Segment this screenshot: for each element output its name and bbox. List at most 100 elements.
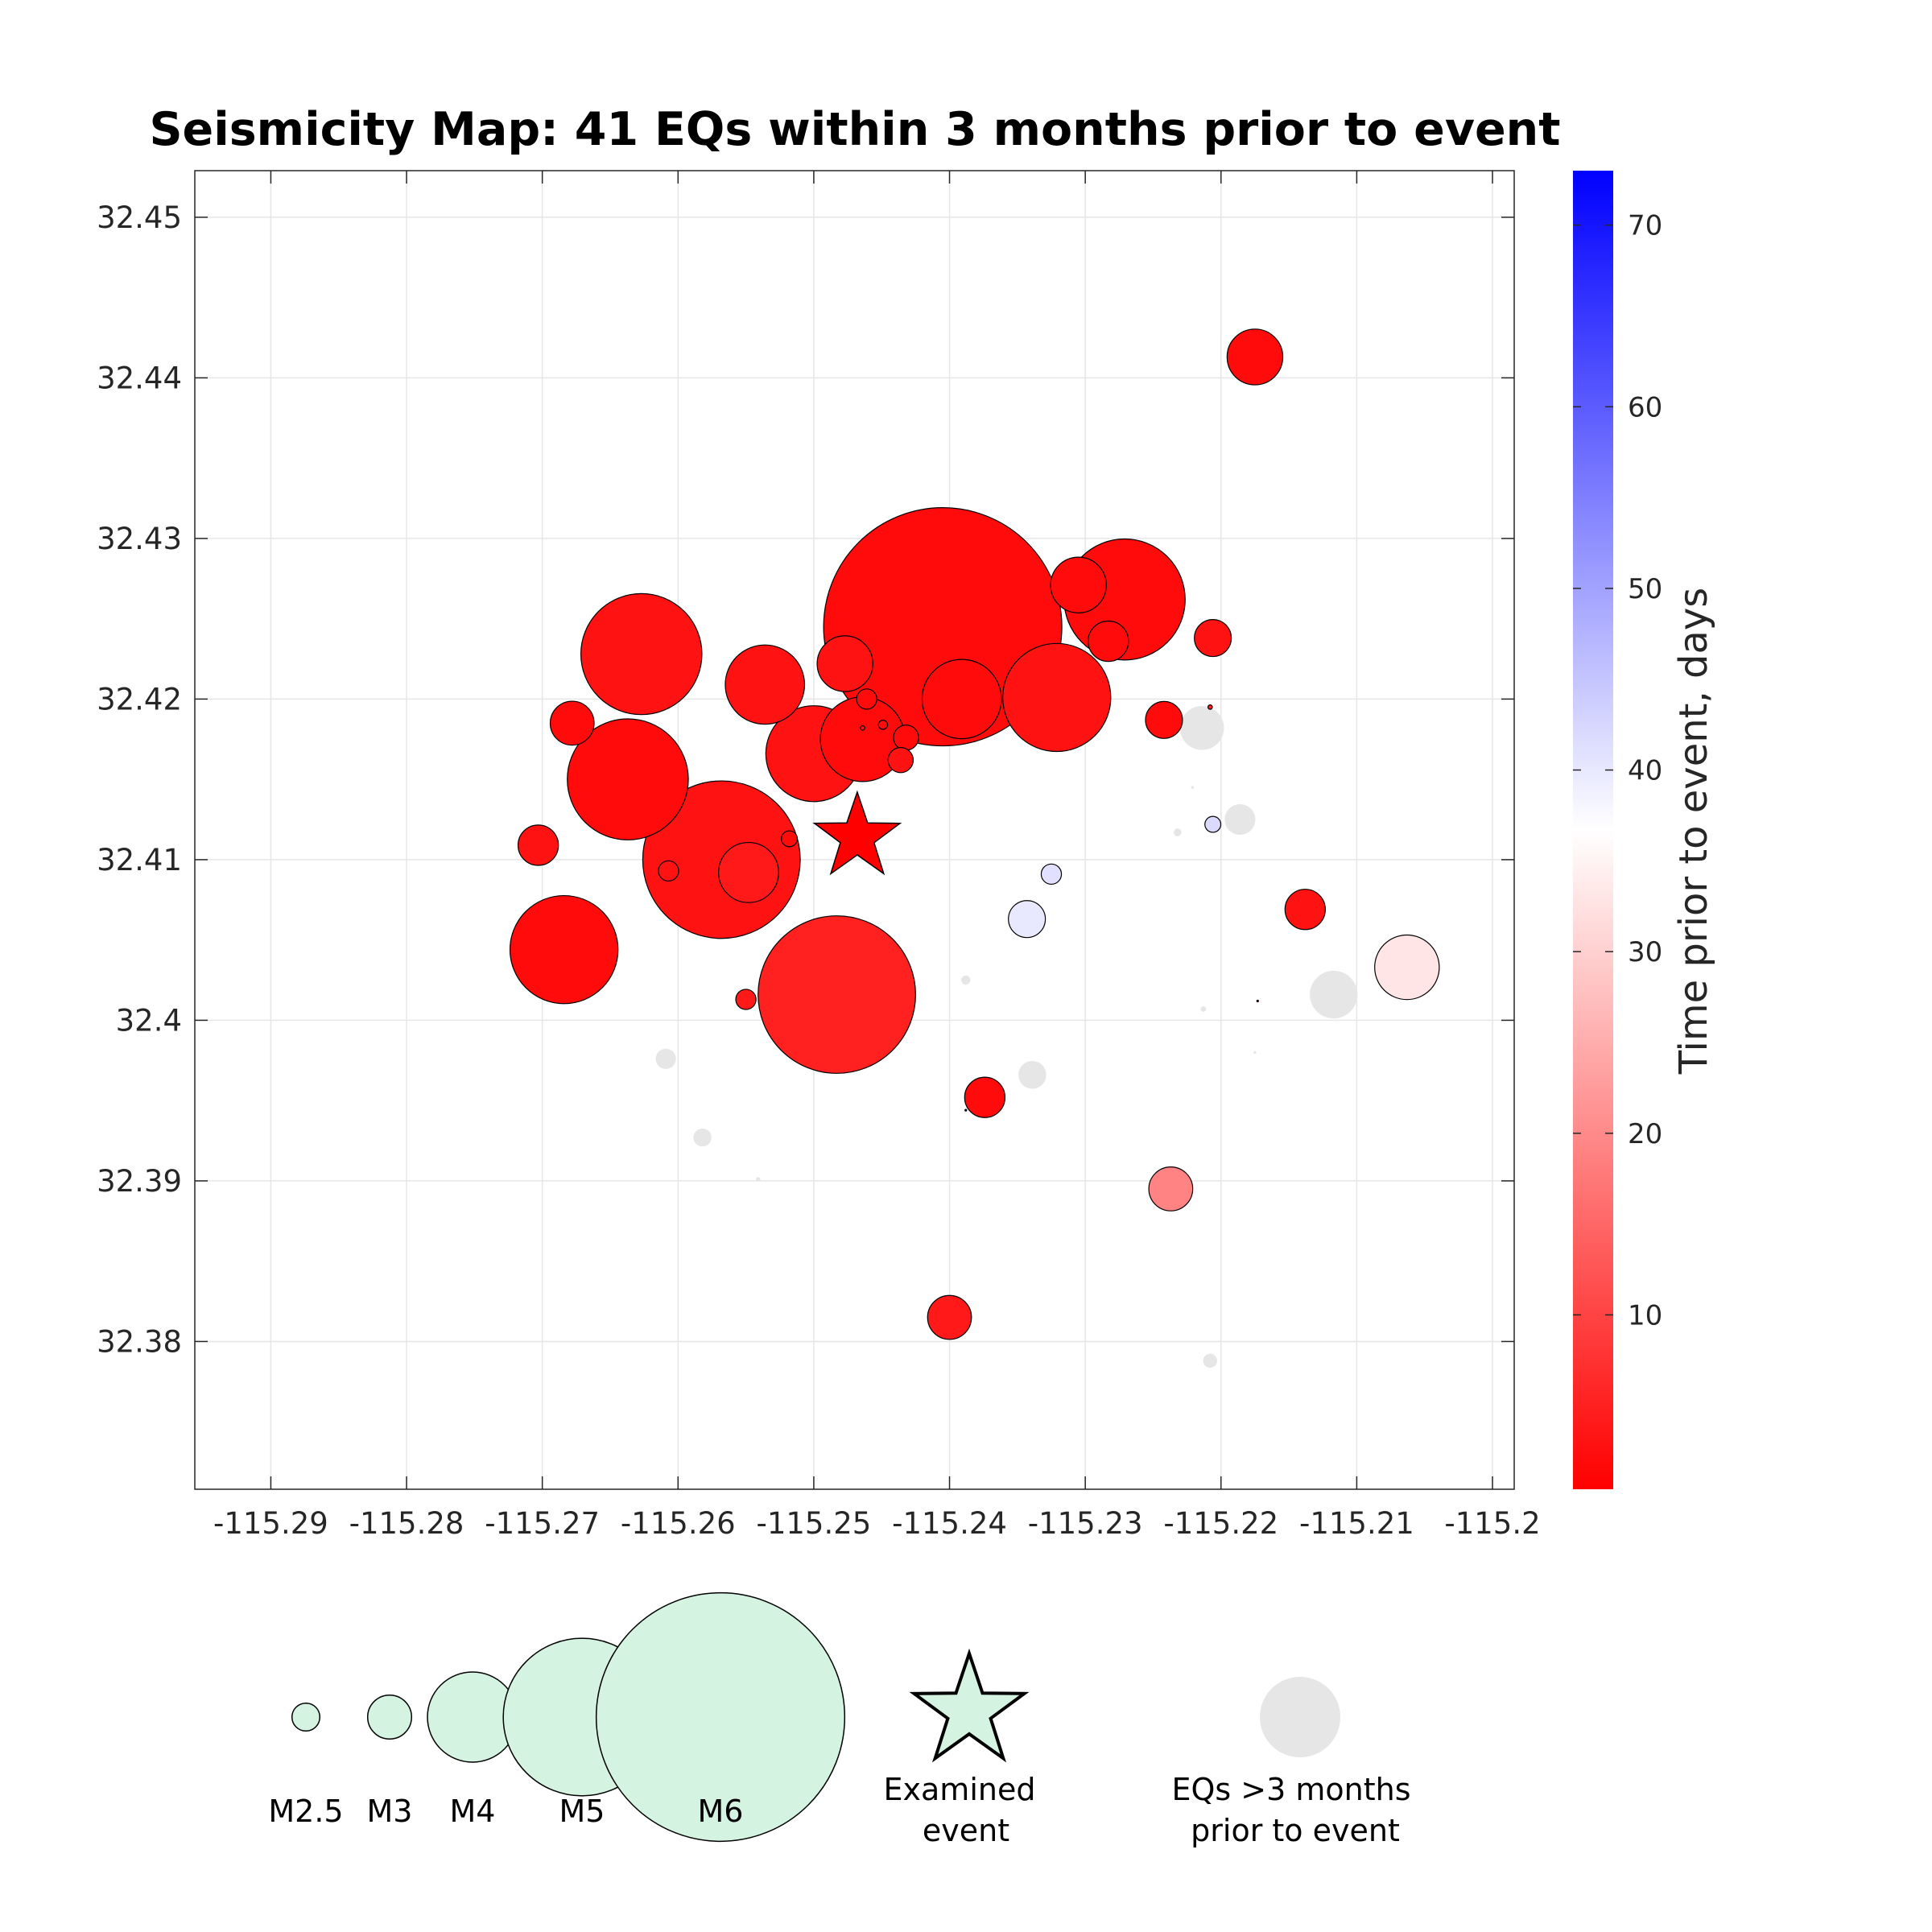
event-point: [758, 915, 917, 1074]
y-tick-label: 32.42: [97, 682, 182, 716]
event-point: [724, 644, 806, 725]
event-point: [1226, 328, 1284, 386]
legend-magnitude-label: M6: [698, 1794, 744, 1829]
colorbar-tick-label: 30: [1628, 936, 1662, 968]
older-event-point: [1310, 970, 1358, 1019]
legend-magnitude-label: M5: [559, 1794, 605, 1829]
older-event-point: [1224, 803, 1256, 836]
y-tick-label: 32.45: [97, 200, 182, 235]
event-point: [517, 824, 559, 866]
older-event-point: [1179, 706, 1224, 750]
x-tick-label: -115.26: [621, 1506, 736, 1541]
older-event-point: [1200, 1006, 1207, 1012]
event-point: [718, 841, 779, 903]
colorbar-ticks: 10 20 30 40 50 60 70: [1573, 210, 1662, 1331]
y-tick-label: 32.4: [116, 1003, 182, 1038]
events-layer: [509, 328, 1440, 1340]
x-tick-label: -115.22: [1163, 1506, 1278, 1541]
legend-older-label-1: EQs >3 months: [1171, 1772, 1410, 1807]
older-event-point: [961, 975, 971, 985]
event-point: [816, 635, 873, 692]
y-tick-label: 32.38: [97, 1324, 182, 1359]
event-point: [1374, 934, 1440, 1001]
event-point: [1088, 620, 1129, 663]
older-event-point: [693, 1128, 712, 1147]
x-tick-label: -115.2: [1444, 1506, 1540, 1541]
event-point: [856, 688, 877, 710]
event-point: [1194, 619, 1232, 658]
legend-magnitude-circle: [291, 1702, 321, 1732]
colorbar-tick-label: 50: [1628, 573, 1662, 605]
legend-magnitude-label: M2.5: [268, 1794, 343, 1829]
legend-magnitude-circle: [595, 1591, 846, 1843]
axis-ticks: -115.29 -115.28 -115.27 -115.26 -115.25 -115.…: [97, 171, 1541, 1541]
plot-frame: [194, 170, 1515, 1490]
event-point: [1050, 556, 1107, 613]
legend-magnitude-circle: [366, 1694, 413, 1740]
colorbar-tick-label: 70: [1628, 210, 1662, 242]
legend-magnitude-label: M3: [367, 1794, 413, 1829]
event-point: [877, 720, 889, 730]
colorbar-tick-label: 20: [1628, 1118, 1662, 1150]
older-event-point: [1191, 786, 1195, 789]
examined-event-star: [812, 790, 902, 876]
event-point: [1256, 999, 1259, 1003]
colorbar-tick-label: 40: [1628, 755, 1662, 787]
event-point: [860, 724, 865, 731]
event-point: [549, 700, 595, 746]
event-point: [921, 658, 1002, 740]
x-tick-label: -115.28: [349, 1506, 464, 1541]
older-event-point: [1173, 828, 1182, 836]
event-point: [735, 989, 757, 1010]
colorbar: [1573, 171, 1613, 1489]
event-point: [509, 894, 619, 1005]
older-events-layer: [655, 706, 1358, 1368]
event-point: [1008, 900, 1046, 939]
x-tick-label: -115.27: [485, 1506, 600, 1541]
event-point: [1145, 700, 1183, 739]
older-event-point: [1018, 1060, 1046, 1089]
legend: Examined event EQs >3 months prior to ev…: [268, 1591, 1411, 1848]
event-point: [1204, 815, 1222, 833]
event-point: [964, 1076, 1006, 1118]
event-point: [823, 507, 1063, 747]
y-tick-label: 32.44: [97, 361, 182, 395]
event-point: [781, 830, 799, 848]
event-point: [658, 860, 679, 882]
event-point: [567, 718, 689, 840]
older-event-point: [1253, 1051, 1257, 1055]
x-tick-label: -115.25: [756, 1506, 871, 1541]
legend-examined-label-1: Examined: [884, 1772, 1036, 1807]
colorbar-tick-label: 10: [1628, 1299, 1662, 1331]
event-point: [927, 1294, 972, 1340]
colorbar-label: Time prior to event, days: [1671, 588, 1716, 1075]
legend-examined-star: [909, 1648, 1030, 1763]
x-tick-label: -115.24: [892, 1506, 1007, 1541]
event-point: [580, 592, 703, 716]
event-point: [964, 1108, 968, 1112]
legend-magnitude-label: M4: [450, 1794, 496, 1829]
older-event-point: [756, 1177, 761, 1182]
older-event-point: [655, 1048, 676, 1069]
legend-older-circle: [1260, 1677, 1340, 1757]
x-tick-label: -115.23: [1028, 1506, 1143, 1541]
colorbar-tick-label: 60: [1628, 391, 1662, 423]
y-tick-label: 32.39: [97, 1164, 182, 1199]
examined-event-layer: [812, 790, 902, 876]
event-point: [1040, 863, 1063, 886]
legend-older-label-2: prior to event: [1191, 1813, 1400, 1848]
legend-examined-label-2: event: [923, 1813, 1009, 1848]
x-tick-label: -115.29: [213, 1506, 328, 1541]
y-tick-label: 32.43: [97, 522, 182, 556]
event-point: [1207, 704, 1213, 710]
event-point: [1148, 1166, 1194, 1212]
event-point: [887, 746, 914, 774]
event-point: [1284, 889, 1326, 931]
older-event-point: [1203, 1353, 1217, 1368]
x-tick-label: -115.21: [1299, 1506, 1414, 1541]
event-point: [1002, 642, 1112, 753]
event-point: [893, 724, 919, 751]
chart-title: Seismicity Map: 41 EQs within 3 months p…: [150, 103, 1561, 156]
y-tick-label: 32.41: [97, 843, 182, 877]
